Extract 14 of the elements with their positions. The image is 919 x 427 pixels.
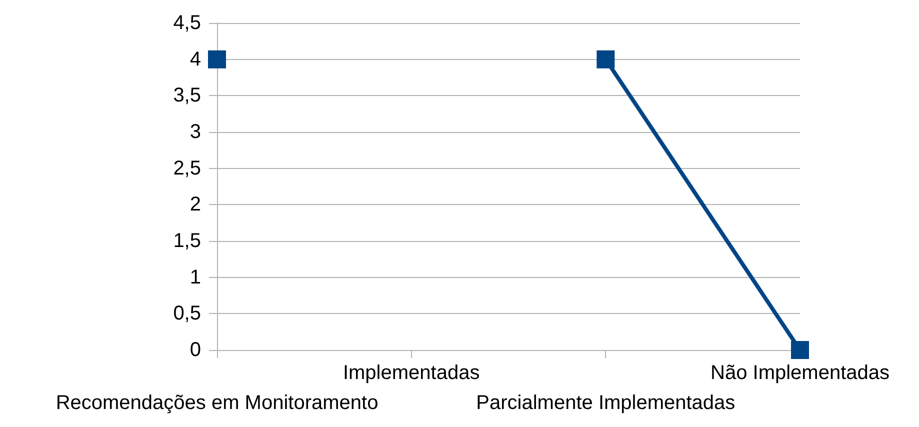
x-tick-label: Não Implementadas [710, 362, 890, 384]
y-tick-label: 0,5 [173, 302, 201, 325]
y-tick-label: 2 [190, 194, 201, 216]
x-tick-label: Recomendações em Monitoramento [56, 392, 378, 414]
y-tick-label: 0 [190, 339, 201, 361]
y-tick-label: 1,5 [173, 230, 201, 252]
y-tick-label: 2,5 [173, 157, 201, 180]
y-tick-label: 3 [190, 121, 201, 143]
y-tick-label: 3,5 [173, 84, 201, 107]
y-tick-label: 1 [190, 266, 201, 288]
y-tick-label: 4,5 [173, 12, 201, 34]
x-tick-label: Parcialmente Implementadas [476, 392, 736, 414]
y-tick-label: 4 [190, 48, 201, 70]
x-tick-label: Implementadas [342, 362, 480, 384]
